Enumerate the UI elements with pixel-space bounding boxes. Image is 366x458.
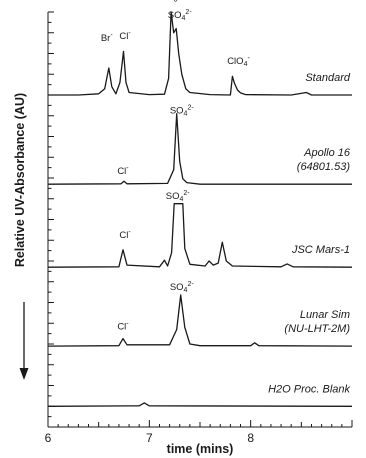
sample-label-2: JSC Mars-1 [291,244,350,256]
peak-label-9: SO42- [170,281,195,294]
trace-4 [47,402,353,407]
x-axis-title: time (mins) [167,442,234,456]
peak-label-5: SO42- [170,105,195,118]
sample-label-1: Apollo 16 [303,147,351,159]
peak-label-10: Cl- [117,320,129,332]
peak-label-0: Br- [101,32,114,44]
trace-2 [47,203,353,268]
sample-label-1-sub: (64801.53) [297,161,351,173]
chromatogram-traces [47,11,353,407]
peak-label-1: Cl- [119,30,131,42]
sample-labels: Standard Apollo 16 (64801.53) JSC Mars-1 Lun… [268,72,351,395]
sample-label-3: Lunar Sim [300,309,350,321]
sample-label-0: Standard [305,72,351,84]
peak-label-7: Cl- [119,229,131,241]
trace-3 [47,294,353,347]
y-axis-title: Relative UV-Absorbance (AU) [13,93,27,267]
peak-label-6: Cl- [117,165,129,177]
peak-labels: Br- Cl- NO3- SO42- ClO4- SO42- Cl- Cl- SO42- SO42… [101,0,251,332]
peak-label-3: SO42- [168,9,193,22]
x-tick-label: 6 [45,431,52,445]
y-axis-arrow-head [19,368,29,380]
trace-1 [47,113,352,185]
y-axis [47,11,54,428]
trace-0 [48,11,352,96]
sample-label-4: H2O Proc. Blank [268,383,350,395]
sample-label-3-sub: (NU-LHT-2M) [284,323,350,335]
peak-label-4: ClO4- [227,55,250,68]
x-tick-label: 8 [247,431,254,445]
peak-label-2: NO3- [159,0,180,4]
peak-label-8: SO42- [166,190,191,203]
x-axis: 6 7 8 [45,420,353,445]
x-tick-label: 7 [146,431,153,445]
